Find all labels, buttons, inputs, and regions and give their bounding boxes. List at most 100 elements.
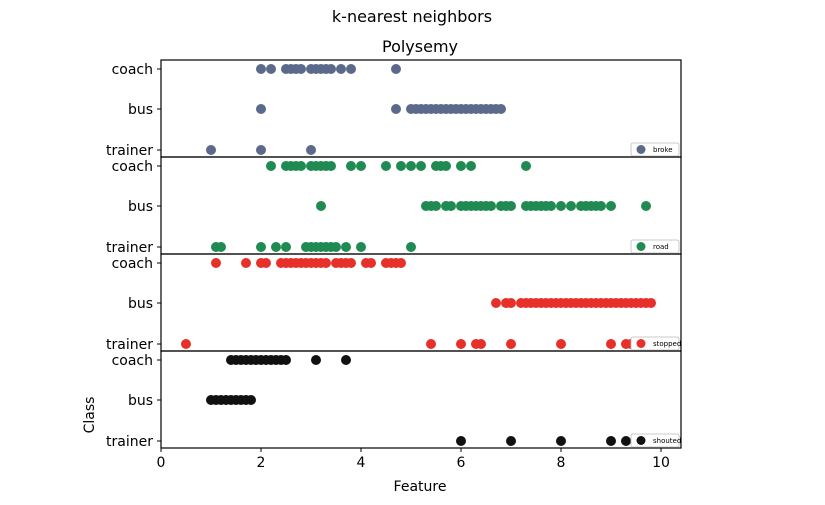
- data-point-stopped-trainer: [476, 339, 486, 349]
- legend-broke: broke: [631, 143, 679, 156]
- data-point-road-coach: [521, 161, 531, 171]
- data-point-road-bus: [486, 201, 496, 211]
- legend-road: road: [631, 240, 679, 253]
- y-tick-label-bus: bus: [128, 296, 153, 312]
- y-tick-label-trainer: trainer: [106, 434, 153, 450]
- data-point-road-trainer: [216, 242, 226, 252]
- data-point-road-bus: [546, 201, 556, 211]
- legend-label-road: road: [653, 243, 669, 251]
- y-tick-label-coach: coach: [112, 62, 153, 78]
- data-point-road-coach: [266, 161, 276, 171]
- data-point-broke-coach: [256, 64, 266, 74]
- data-point-road-coach: [396, 161, 406, 171]
- data-point-shouted-coach: [281, 355, 291, 365]
- data-point-stopped-coach: [321, 258, 331, 268]
- x-axis: 0 2 4 6 8 10: [157, 448, 670, 471]
- data-point-stopped-trainer: [506, 339, 516, 349]
- x-tick-label: 4: [357, 455, 366, 471]
- y-tick-label-coach: coach: [112, 353, 153, 369]
- data-point-road-trainer: [406, 242, 416, 252]
- data-point-shouted-coach: [341, 355, 351, 365]
- legend-label-stopped: stopped: [653, 340, 681, 348]
- panel-broke: trainer bus coach broke: [106, 60, 681, 159]
- data-point-road-coach: [346, 161, 356, 171]
- data-point-road-coach: [296, 161, 306, 171]
- x-tick-label: 10: [652, 455, 670, 471]
- legend-shouted: shouted: [631, 434, 681, 447]
- data-point-road-coach: [381, 161, 391, 171]
- data-point-stopped-coach: [366, 258, 376, 268]
- legend-marker-stopped: [637, 339, 646, 348]
- panel-road: trainer bus coach road: [106, 157, 681, 256]
- data-point-road-bus: [431, 201, 441, 211]
- data-point-road-trainer: [356, 242, 366, 252]
- data-point-road-trainer: [281, 242, 291, 252]
- y-tick-label-bus: bus: [128, 102, 153, 118]
- data-point-road-coach: [356, 161, 366, 171]
- data-point-road-coach: [326, 161, 336, 171]
- legend-stopped: stopped: [631, 337, 681, 350]
- legend-label-broke: broke: [653, 146, 673, 154]
- data-point-broke-trainer: [206, 145, 216, 155]
- data-point-stopped-trainer: [181, 339, 191, 349]
- data-point-broke-coach: [296, 64, 306, 74]
- legend-marker-broke: [637, 145, 646, 154]
- x-tick-label: 2: [257, 455, 266, 471]
- y-tick-label-coach: coach: [112, 256, 153, 272]
- data-point-road-trainer: [331, 242, 341, 252]
- data-point-road-bus: [566, 201, 576, 211]
- y-tick-label-trainer: trainer: [106, 143, 153, 159]
- x-axis-label: Feature: [394, 479, 447, 495]
- data-point-stopped-trainer: [426, 339, 436, 349]
- legend-marker-shouted: [637, 436, 646, 445]
- y-axis-label: Class: [82, 397, 98, 434]
- data-point-stopped-bus: [506, 298, 516, 308]
- data-point-broke-bus: [256, 104, 266, 114]
- data-point-broke-trainer: [306, 145, 316, 155]
- data-point-broke-coach: [336, 64, 346, 74]
- data-point-stopped-coach: [396, 258, 406, 268]
- data-point-stopped-bus: [646, 298, 656, 308]
- data-point-road-bus: [506, 201, 516, 211]
- data-point-road-trainer: [256, 242, 266, 252]
- data-point-stopped-coach: [211, 258, 221, 268]
- data-point-road-bus: [446, 201, 456, 211]
- data-point-road-coach: [441, 161, 451, 171]
- y-tick-label-coach: coach: [112, 159, 153, 175]
- data-point-broke-bus: [391, 104, 401, 114]
- data-point-road-trainer: [271, 242, 281, 252]
- data-point-road-coach: [456, 161, 466, 171]
- chart-title: Polysemy: [382, 37, 458, 56]
- data-point-road-bus: [596, 201, 606, 211]
- data-point-broke-coach: [266, 64, 276, 74]
- data-point-road-bus: [316, 201, 326, 211]
- y-tick-label-trainer: trainer: [106, 337, 153, 353]
- data-point-road-coach: [466, 161, 476, 171]
- data-point-shouted-trainer: [606, 436, 616, 446]
- data-point-stopped-trainer: [556, 339, 566, 349]
- legend-label-shouted: shouted: [653, 437, 681, 445]
- panels-group: trainer bus coach broke trainer bus coach road t…: [106, 60, 681, 450]
- data-point-shouted-trainer: [506, 436, 516, 446]
- data-point-broke-coach: [391, 64, 401, 74]
- data-point-shouted-trainer: [456, 436, 466, 446]
- data-point-shouted-bus: [246, 395, 256, 405]
- data-point-shouted-trainer: [556, 436, 566, 446]
- data-point-broke-coach: [326, 64, 336, 74]
- data-point-road-coach: [416, 161, 426, 171]
- data-point-road-coach: [406, 161, 416, 171]
- data-point-stopped-bus: [491, 298, 501, 308]
- panel-stopped: trainer bus coach stopped: [106, 254, 681, 353]
- data-point-stopped-coach: [346, 258, 356, 268]
- data-point-stopped-coach: [261, 258, 271, 268]
- x-tick-label: 6: [457, 455, 466, 471]
- data-point-broke-trainer: [256, 145, 266, 155]
- data-point-shouted-coach: [311, 355, 321, 365]
- data-point-broke-coach: [346, 64, 356, 74]
- x-tick-label: 8: [557, 455, 566, 471]
- data-point-shouted-trainer: [621, 436, 631, 446]
- figure-suptitle: k-nearest neighbors: [332, 7, 492, 26]
- data-point-stopped-trainer: [456, 339, 466, 349]
- y-tick-label-trainer: trainer: [106, 240, 153, 256]
